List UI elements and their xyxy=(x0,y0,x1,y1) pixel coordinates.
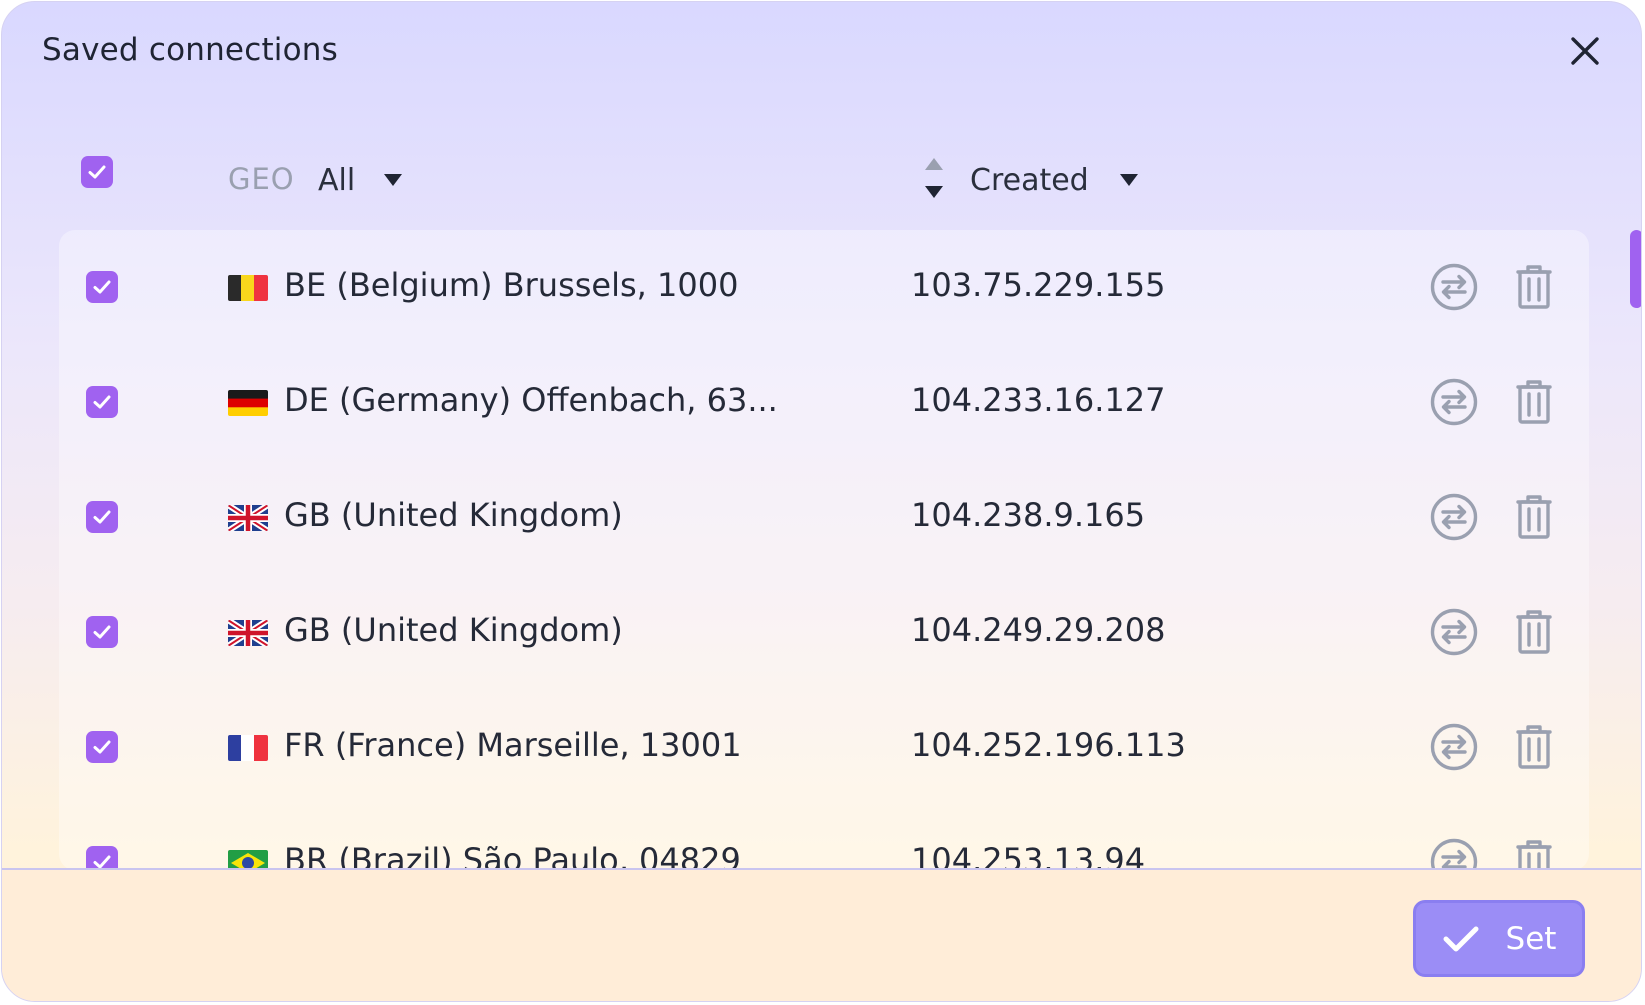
checkmark-icon xyxy=(93,625,111,639)
connection-ip: 104.238.9.165 xyxy=(911,496,1146,534)
uk-flag-icon xyxy=(228,620,268,646)
swap-arrows-icon[interactable] xyxy=(1429,492,1479,542)
trash-icon[interactable] xyxy=(1514,724,1554,770)
connection-row: GB (United Kingdom) 104.249.29.208 xyxy=(59,575,1589,689)
connection-location: BR (Brazil) São Paulo, 04829 xyxy=(284,841,741,870)
france-flag-icon xyxy=(228,735,268,761)
select-all-checkbox[interactable] xyxy=(81,156,113,188)
geo-filter-value: All xyxy=(318,162,356,198)
caret-down-icon xyxy=(384,174,403,186)
connections-list: BE (Belgium) Brussels, 1000 103.75.229.1… xyxy=(59,230,1589,870)
set-button-label: Set xyxy=(1505,920,1557,957)
connection-ip: 104.252.196.113 xyxy=(911,726,1186,764)
swap-arrows-icon[interactable] xyxy=(1429,262,1479,312)
close-button[interactable] xyxy=(1567,33,1603,69)
trash-icon[interactable] xyxy=(1514,379,1554,425)
uk-flag-icon xyxy=(228,505,268,531)
geo-label: GEO xyxy=(228,162,295,196)
row-checkbox[interactable] xyxy=(86,616,118,648)
list-header: GEO All Created xyxy=(2,152,1641,208)
row-checkbox[interactable] xyxy=(86,501,118,533)
sort-dropdown[interactable]: Created xyxy=(970,160,1139,200)
row-checkbox[interactable] xyxy=(86,731,118,763)
connection-location: DE (Germany) Offenbach, 63... xyxy=(284,381,778,419)
connection-row: BE (Belgium) Brussels, 1000 103.75.229.1… xyxy=(59,230,1589,344)
connection-ip: 104.249.29.208 xyxy=(911,611,1166,649)
connection-location: GB (United Kingdom) xyxy=(284,611,623,649)
set-button[interactable]: Set xyxy=(1413,900,1585,977)
dialog-title: Saved connections xyxy=(42,32,338,68)
swap-arrows-icon[interactable] xyxy=(1429,722,1479,772)
germany-flag-icon xyxy=(228,390,268,416)
checkmark-icon xyxy=(93,855,111,869)
connection-location: FR (France) Marseille, 13001 xyxy=(284,726,742,764)
checkmark-icon xyxy=(93,510,111,524)
row-checkbox[interactable] xyxy=(86,271,118,303)
swap-arrows-icon[interactable] xyxy=(1429,607,1479,657)
connection-row: DE (Germany) Offenbach, 63... 104.233.16… xyxy=(59,345,1589,459)
connection-ip: 104.253.13.94 xyxy=(911,841,1146,870)
checkmark-icon xyxy=(93,280,111,294)
caret-down-icon xyxy=(1119,174,1138,186)
brazil-flag-icon xyxy=(228,850,268,870)
checkmark-icon xyxy=(88,165,106,179)
connection-row: BR (Brazil) São Paulo, 04829 104.253.13.… xyxy=(59,805,1589,870)
trash-icon[interactable] xyxy=(1514,264,1554,310)
connection-row: FR (France) Marseille, 13001 104.252.196… xyxy=(59,690,1589,804)
connection-ip: 104.233.16.127 xyxy=(911,381,1166,419)
swap-arrows-icon[interactable] xyxy=(1429,377,1479,427)
close-icon xyxy=(1571,37,1599,65)
belgium-flag-icon xyxy=(228,275,268,301)
dialog-footer xyxy=(2,868,1641,1001)
connection-ip: 103.75.229.155 xyxy=(911,266,1166,304)
row-checkbox[interactable] xyxy=(86,386,118,418)
connection-location: BE (Belgium) Brussels, 1000 xyxy=(284,266,739,304)
list-scrollbar[interactable] xyxy=(1630,230,1641,308)
checkmark-icon xyxy=(93,740,111,754)
swap-arrows-icon[interactable] xyxy=(1429,837,1479,870)
checkmark-icon xyxy=(93,395,111,409)
connection-row: GB (United Kingdom) 104.238.9.165 xyxy=(59,460,1589,574)
connection-location: GB (United Kingdom) xyxy=(284,496,623,534)
geo-filter-dropdown[interactable]: All xyxy=(318,160,403,200)
sort-arrows-icon[interactable] xyxy=(922,156,946,200)
trash-icon[interactable] xyxy=(1514,839,1554,870)
row-checkbox[interactable] xyxy=(86,846,118,870)
trash-icon[interactable] xyxy=(1514,494,1554,540)
checkmark-icon xyxy=(1443,926,1479,951)
trash-icon[interactable] xyxy=(1514,609,1554,655)
sort-value: Created xyxy=(970,162,1089,198)
